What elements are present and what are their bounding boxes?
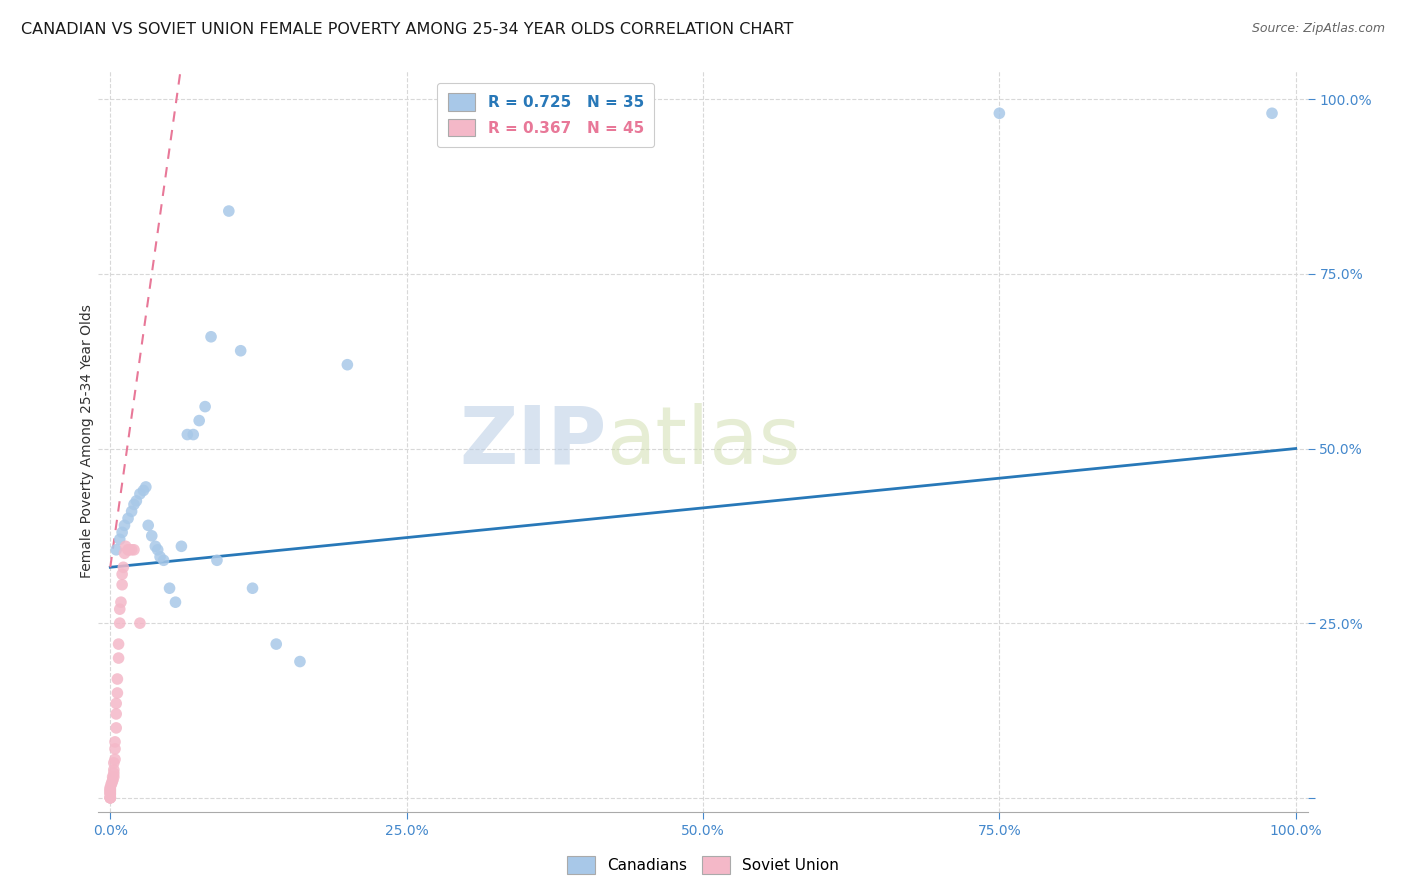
Point (98, 787, 121, 801)
Text: ZIP: ZIP (458, 402, 606, 481)
Point (103, 756, 125, 770)
Point (101, 770, 124, 784)
Point (105, 721, 128, 735)
Point (98, 784, 121, 798)
Point (149, 549, 172, 564)
Point (98, 786, 121, 800)
Point (108, 602, 131, 616)
Point (103, 766, 125, 780)
Point (100, 777, 122, 791)
Point (110, 595, 132, 609)
Point (105, 697, 128, 711)
Point (242, 581, 264, 595)
Point (98, 781, 121, 796)
Point (443, 106, 465, 120)
Point (288, 655, 311, 669)
Point (103, 763, 125, 777)
Point (336, 358, 359, 372)
Point (114, 539, 136, 553)
Point (103, 770, 125, 784)
Point (176, 427, 198, 442)
Point (200, 330, 222, 344)
Point (98, 787, 121, 801)
Point (108, 616, 131, 631)
Text: CANADIAN VS SOVIET UNION FEMALE POVERTY AMONG 25-34 YEAR OLDS CORRELATION CHART: CANADIAN VS SOVIET UNION FEMALE POVERTY … (21, 22, 793, 37)
Point (159, 581, 181, 595)
Point (111, 525, 134, 540)
Point (165, 595, 187, 609)
Point (98, 780, 121, 795)
Point (111, 578, 134, 592)
Point (194, 400, 217, 414)
Point (121, 542, 143, 557)
Point (129, 487, 152, 501)
Point (1261, 106, 1284, 120)
Point (98, 790, 121, 805)
Point (129, 616, 152, 631)
Point (170, 539, 193, 553)
Point (98, 790, 121, 805)
Point (229, 343, 252, 358)
Point (101, 773, 124, 788)
Point (111, 567, 134, 582)
Point (205, 553, 228, 567)
Point (152, 553, 174, 567)
Point (98, 785, 121, 799)
Point (188, 414, 211, 428)
Point (114, 518, 136, 533)
Point (132, 483, 155, 498)
Point (104, 752, 127, 766)
Point (104, 742, 127, 756)
Point (125, 494, 148, 508)
Y-axis label: Female Poverty Among 25-34 Year Olds: Female Poverty Among 25-34 Year Olds (80, 304, 94, 579)
Point (118, 542, 141, 557)
Point (143, 539, 166, 553)
Point (218, 204, 240, 219)
Point (98, 790, 121, 805)
Point (98, 782, 121, 797)
Point (98, 784, 121, 798)
Point (101, 773, 124, 788)
Point (105, 542, 128, 557)
Point (100, 777, 122, 791)
Point (122, 497, 145, 511)
Point (122, 542, 145, 557)
Point (121, 504, 143, 518)
Point (105, 706, 128, 721)
Point (988, 106, 1011, 120)
Point (181, 427, 204, 442)
Point (117, 542, 139, 557)
Legend: R = 0.725   N = 35, R = 0.367   N = 45: R = 0.725 N = 35, R = 0.367 N = 45 (437, 83, 654, 147)
Point (105, 672, 128, 686)
Point (117, 511, 139, 525)
Point (108, 533, 131, 547)
Text: Source: ZipAtlas.com: Source: ZipAtlas.com (1251, 22, 1385, 36)
Point (112, 560, 135, 574)
Point (114, 546, 136, 560)
Point (98, 790, 121, 805)
Point (136, 518, 159, 533)
Point (104, 735, 127, 749)
Text: atlas: atlas (606, 402, 800, 481)
Legend: Canadians, Soviet Union: Canadians, Soviet Union (561, 850, 845, 880)
Point (135, 480, 157, 494)
Point (264, 637, 287, 651)
Point (146, 542, 169, 557)
Point (141, 529, 163, 543)
Point (107, 651, 129, 665)
Point (105, 686, 128, 700)
Point (107, 637, 129, 651)
